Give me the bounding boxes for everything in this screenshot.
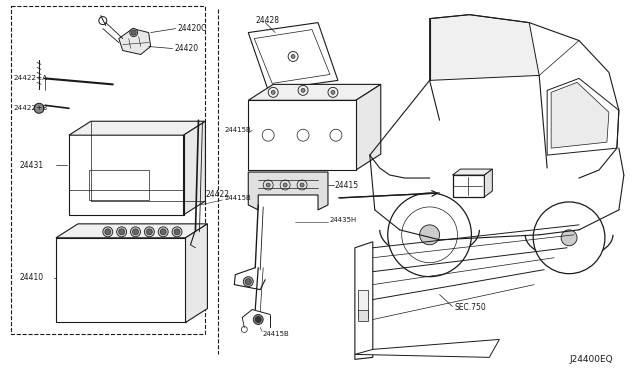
Circle shape [561, 230, 577, 246]
Text: 24428: 24428 [255, 16, 279, 25]
Circle shape [147, 229, 152, 235]
Circle shape [255, 317, 261, 323]
Circle shape [174, 229, 180, 235]
Circle shape [283, 183, 287, 187]
Circle shape [245, 279, 252, 285]
Circle shape [145, 227, 154, 237]
Circle shape [160, 229, 166, 235]
Circle shape [132, 229, 138, 235]
Polygon shape [484, 169, 492, 197]
Circle shape [172, 227, 182, 237]
Polygon shape [186, 224, 207, 323]
Circle shape [243, 277, 253, 286]
Text: 24415B: 24415B [225, 195, 251, 201]
Text: J24400EQ: J24400EQ [569, 355, 612, 364]
Circle shape [130, 29, 138, 36]
Circle shape [266, 183, 270, 187]
Circle shape [103, 227, 113, 237]
Polygon shape [551, 82, 609, 148]
Text: 24420C: 24420C [177, 24, 207, 33]
Text: 24422+B: 24422+B [13, 105, 47, 111]
Circle shape [105, 229, 111, 235]
Circle shape [116, 227, 127, 237]
Text: 24415B: 24415B [262, 331, 289, 337]
Circle shape [271, 90, 275, 94]
Polygon shape [248, 84, 381, 100]
Polygon shape [355, 242, 373, 359]
Circle shape [131, 30, 136, 35]
Text: 24422: 24422 [205, 190, 229, 199]
Circle shape [118, 229, 125, 235]
Polygon shape [355, 339, 499, 357]
Text: 24410: 24410 [19, 273, 44, 282]
Circle shape [158, 227, 168, 237]
Circle shape [34, 103, 44, 113]
Circle shape [301, 89, 305, 92]
Polygon shape [248, 172, 328, 210]
Bar [11, 6, 205, 334]
Circle shape [420, 225, 440, 245]
Polygon shape [248, 23, 338, 90]
Bar [358, 310, 368, 321]
Text: 24422+A: 24422+A [13, 76, 47, 81]
Text: 24431: 24431 [19, 161, 44, 170]
Text: 24415B: 24415B [225, 127, 251, 133]
Text: 24435H: 24435H [330, 217, 357, 223]
Polygon shape [119, 29, 150, 54]
Circle shape [388, 193, 472, 277]
Circle shape [300, 183, 304, 187]
Polygon shape [356, 84, 381, 170]
Circle shape [533, 202, 605, 274]
Polygon shape [254, 30, 330, 83]
Circle shape [253, 314, 263, 324]
Circle shape [131, 227, 140, 237]
Polygon shape [56, 224, 207, 238]
Polygon shape [184, 121, 205, 215]
Bar [89, 170, 148, 200]
Bar [248, 100, 356, 170]
Bar [358, 290, 368, 318]
Polygon shape [547, 78, 619, 155]
Circle shape [331, 90, 335, 94]
Bar [452, 175, 484, 197]
Polygon shape [69, 121, 205, 135]
Bar [56, 238, 186, 323]
Text: SEC.750: SEC.750 [454, 303, 486, 312]
Polygon shape [429, 15, 539, 80]
Polygon shape [452, 169, 492, 175]
Text: 24420: 24420 [175, 44, 198, 53]
Text: 24415: 24415 [335, 180, 359, 189]
Circle shape [291, 54, 295, 58]
